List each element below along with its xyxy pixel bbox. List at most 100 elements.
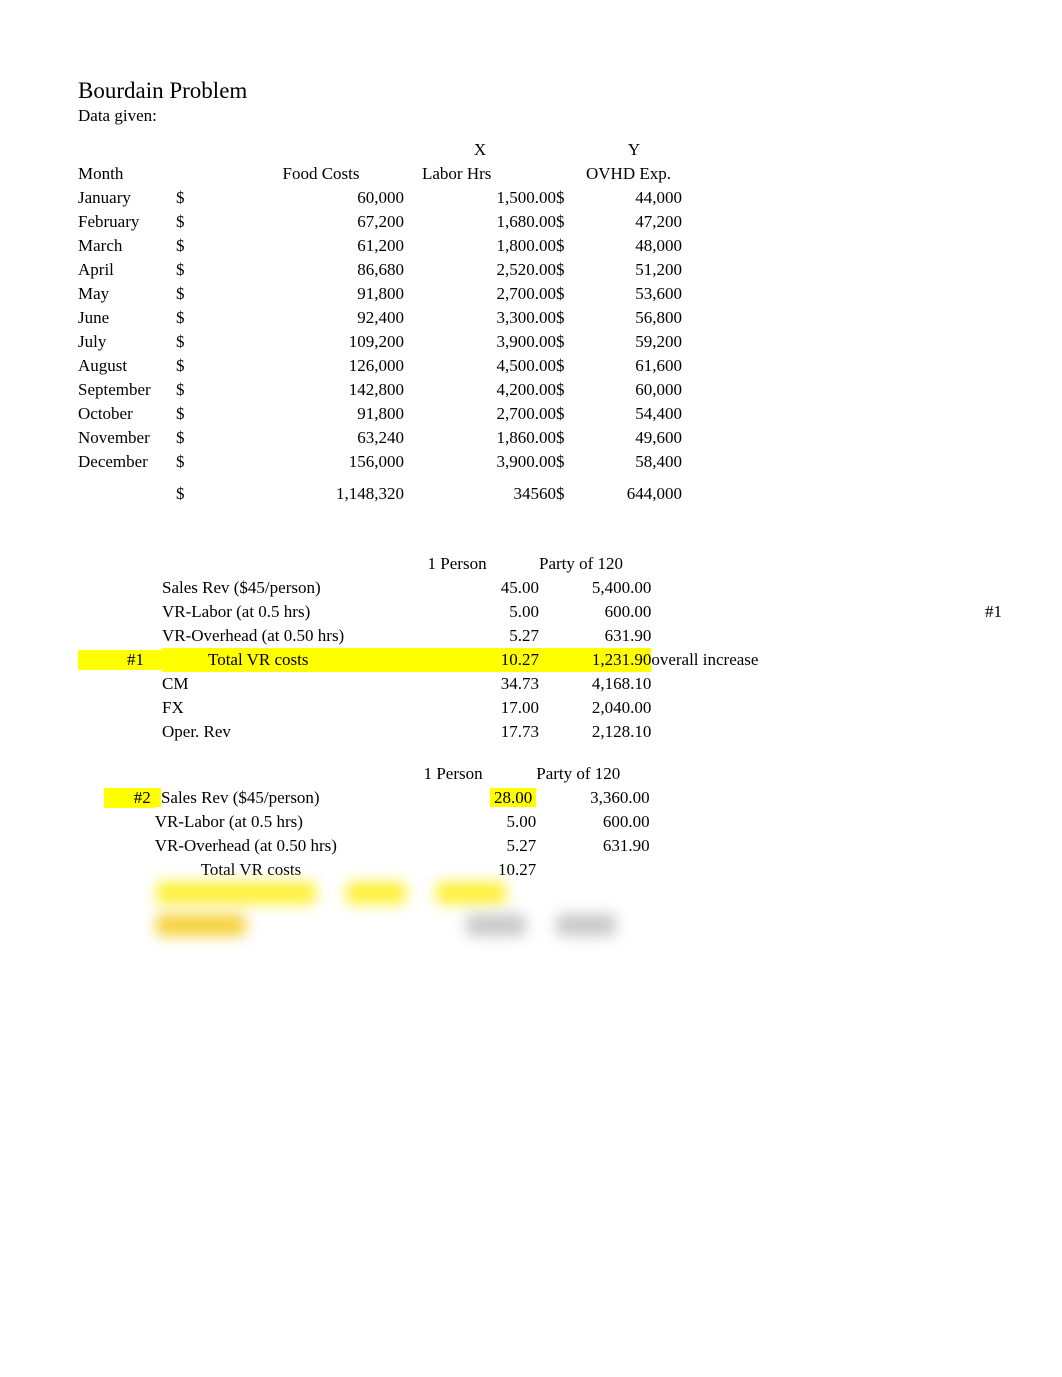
analysis-row: CM34.734,168.10 [78, 672, 1002, 696]
ovhd-cell: 59,200 [586, 330, 682, 354]
far-cell [795, 672, 1002, 696]
currency-symbol: $ [176, 478, 238, 506]
currency-symbol: $ [176, 450, 238, 478]
month-header: Month [78, 162, 176, 186]
labor-cell: 2,700.00 [404, 282, 556, 306]
labor-cell: 2,700.00 [404, 402, 556, 426]
blurred-paragraph-1 [98, 980, 878, 1094]
ovhd-cell: 54,400 [586, 402, 682, 426]
blurred-paragraph-2 [98, 1168, 918, 1216]
food-cell: 86,680 [238, 258, 404, 282]
analysis2-p120-header: Party of 120 [536, 762, 649, 786]
table-row: April$86,6802,520.00$51,200 [78, 258, 682, 282]
label-cell: Sales Rev ($45/person) [155, 786, 424, 810]
p1-cell: 5.27 [428, 624, 539, 648]
note-cell [651, 696, 795, 720]
month-cell: May [78, 282, 176, 306]
currency-symbol: $ [556, 402, 586, 426]
food-cell: 92,400 [238, 306, 404, 330]
food-cell: 91,800 [238, 282, 404, 306]
table-row: September$142,8004,200.00$60,000 [78, 378, 682, 402]
month-cell: July [78, 330, 176, 354]
p1-cell: 5.27 [424, 834, 537, 858]
labor-cell: 4,500.00 [404, 354, 556, 378]
month-cell: December [78, 450, 176, 478]
analysis-table-1: 1 Person Party of 120 Sales Rev ($45/per… [78, 552, 1002, 744]
column-header-row: Month Food Costs Labor Hrs OVHD Exp. [78, 162, 682, 186]
labor-cell: 1,680.00 [404, 210, 556, 234]
p120-cell: 631.90 [539, 624, 651, 648]
currency-symbol: $ [176, 258, 238, 282]
table-row: December$156,0003,900.00$58,400 [78, 450, 682, 478]
analysis-table-2: 1 Person Party of 120 #2 Sales Rev ($45/… [78, 762, 1002, 882]
p1-cell: 10.27 [428, 648, 539, 672]
total-food: 1,148,320 [238, 478, 404, 506]
p120-cell: 3,360.00 [536, 786, 649, 810]
food-cell: 109,200 [238, 330, 404, 354]
analysis-row: Total VR costs10.27 [78, 858, 1002, 882]
tag-cell [78, 720, 162, 744]
label-cell: VR-Overhead (at 0.50 hrs) [162, 624, 428, 648]
p120-cell: 2,128.10 [539, 720, 651, 744]
far-cell [795, 696, 1002, 720]
ovhd-cell: 56,800 [586, 306, 682, 330]
currency-symbol: $ [176, 186, 238, 210]
data-table: X Y Month Food Costs Labor Hrs OVHD Exp.… [78, 138, 682, 506]
xy-header-row: X Y [78, 138, 682, 162]
currency-symbol: $ [556, 478, 586, 506]
table-row: November$63,2401,860.00$49,600 [78, 426, 682, 450]
p1-cell: 17.00 [428, 696, 539, 720]
far-cell [795, 648, 1002, 672]
p120-cell: 631.90 [536, 834, 649, 858]
currency-symbol: $ [176, 378, 238, 402]
month-cell: April [78, 258, 176, 282]
label-cell: Oper. Rev [162, 720, 428, 744]
label-cell: Sales Rev ($45/person) [162, 576, 428, 600]
label-cell: Total VR costs [162, 648, 428, 672]
currency-symbol: $ [556, 186, 586, 210]
currency-symbol: $ [176, 210, 238, 234]
tag-cell [78, 576, 162, 600]
p1-cell: 45.00 [428, 576, 539, 600]
table-row: May$91,8002,700.00$53,600 [78, 282, 682, 306]
labor-cell: 2,520.00 [404, 258, 556, 282]
p1-cell: 10.27 [424, 858, 537, 882]
month-cell: October [78, 402, 176, 426]
far-cell [795, 576, 1002, 600]
analysis-row: #2 Sales Rev ($45/person)28.003,360.00 [78, 786, 1002, 810]
label-cell: VR-Labor (at 0.5 hrs) [162, 600, 428, 624]
p120-cell: 600.00 [539, 600, 651, 624]
labor-cell: 1,860.00 [404, 426, 556, 450]
currency-symbol: $ [556, 258, 586, 282]
note-cell [651, 600, 795, 624]
currency-symbol: $ [556, 354, 586, 378]
page-title: Bourdain Problem [78, 78, 1002, 104]
month-cell: June [78, 306, 176, 330]
tag-cell [78, 696, 162, 720]
labor-cell: 3,900.00 [404, 330, 556, 354]
analysis2-p1-header: 1 Person [424, 762, 537, 786]
table-row: February$67,2001,680.00$47,200 [78, 210, 682, 234]
note-cell [651, 672, 795, 696]
tag-cell [78, 624, 162, 648]
table-row: October$91,8002,700.00$54,400 [78, 402, 682, 426]
food-cell: 142,800 [238, 378, 404, 402]
y-header: Y [586, 138, 682, 162]
analysis-row: VR-Overhead (at 0.50 hrs)5.27631.90 [78, 624, 1002, 648]
labor-header: Labor Hrs [404, 162, 556, 186]
table-row: January$60,0001,500.00$44,000 [78, 186, 682, 210]
ovhd-cell: 60,000 [586, 378, 682, 402]
labor-cell: 1,800.00 [404, 234, 556, 258]
food-header: Food Costs [238, 162, 404, 186]
month-cell: March [78, 234, 176, 258]
tag-cell: #2 [78, 786, 155, 810]
note-cell: overall increase [651, 648, 795, 672]
p120-cell: 2,040.00 [539, 696, 651, 720]
labor-cell: 3,900.00 [404, 450, 556, 478]
label-cell: CM [162, 672, 428, 696]
p1-cell: 28.00 [424, 786, 537, 810]
far-cell [795, 624, 1002, 648]
analysis-row: Oper. Rev17.732,128.10 [78, 720, 1002, 744]
food-cell: 60,000 [238, 186, 404, 210]
currency-symbol: $ [176, 426, 238, 450]
